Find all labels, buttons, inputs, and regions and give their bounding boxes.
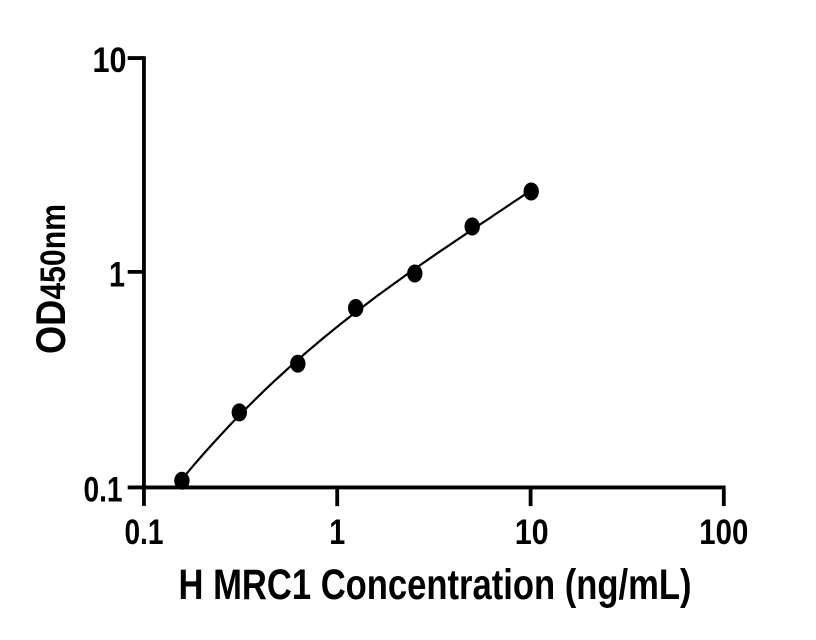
svg-text:10: 10 [515, 513, 549, 552]
svg-text:H MRC1 Concentration (ng/mL): H MRC1 Concentration (ng/mL) [179, 562, 692, 609]
svg-text:10: 10 [93, 41, 127, 80]
svg-text:100: 100 [699, 513, 748, 552]
svg-text:0.1: 0.1 [84, 471, 123, 510]
svg-text:1: 1 [329, 513, 345, 552]
svg-text:OD450nm: OD450nm [27, 204, 74, 354]
svg-text:1: 1 [109, 256, 125, 295]
svg-text:0.1: 0.1 [124, 513, 163, 552]
